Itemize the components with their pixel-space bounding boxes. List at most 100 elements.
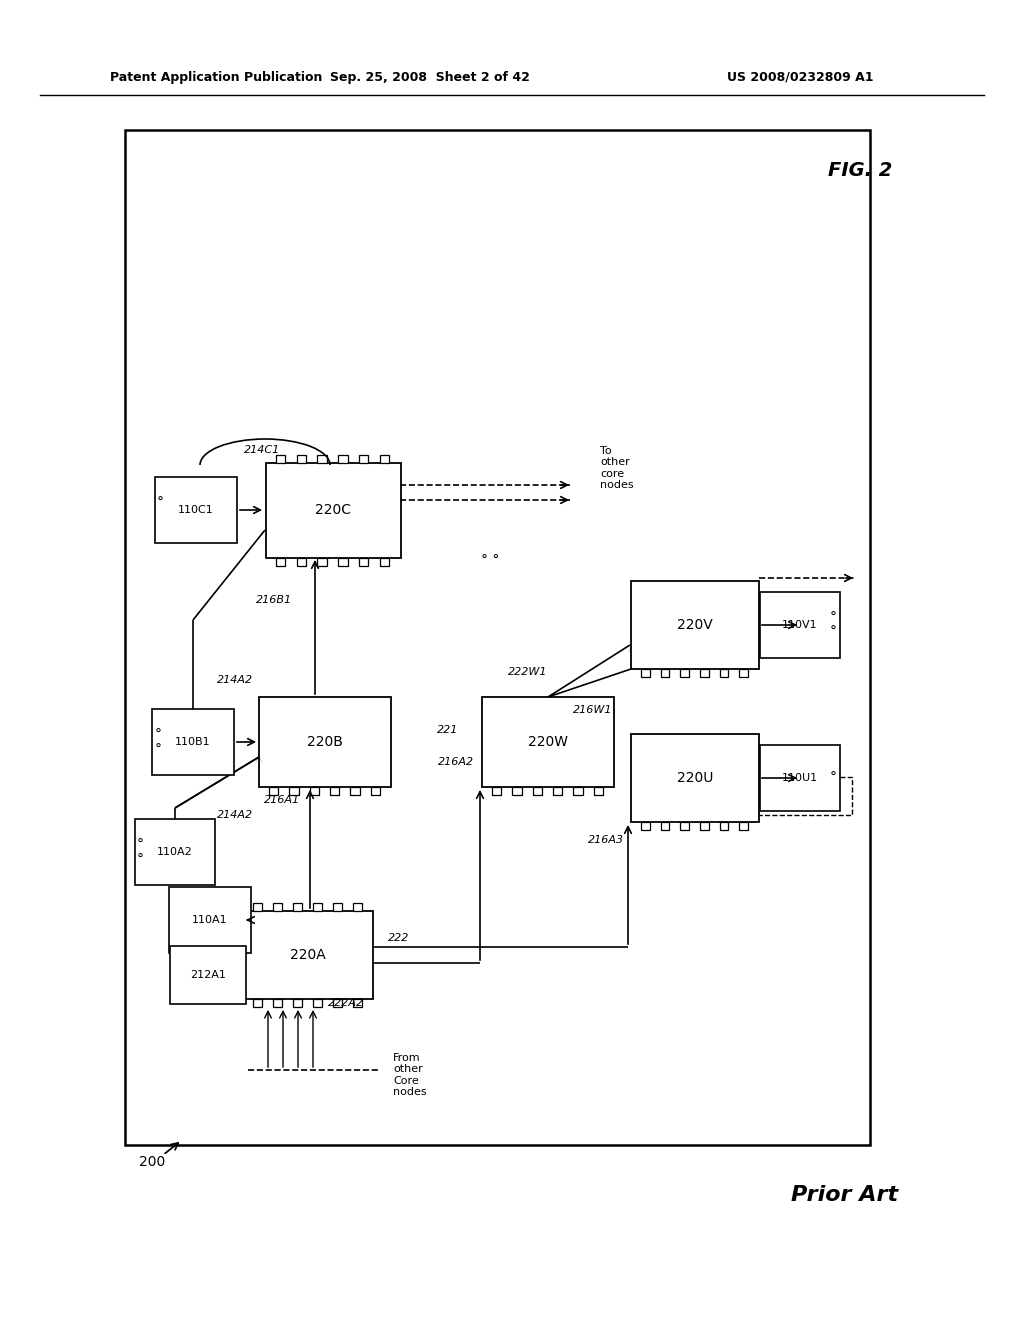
Bar	[739, 822, 749, 830]
Bar	[273, 999, 282, 1007]
Bar	[169, 887, 251, 953]
Bar	[243, 911, 373, 999]
Text: 221: 221	[437, 725, 459, 735]
Bar	[293, 903, 302, 911]
Text: 220W: 220W	[528, 735, 568, 748]
Bar	[313, 999, 322, 1007]
Bar	[333, 903, 342, 911]
Text: 110C1: 110C1	[178, 506, 214, 515]
Bar	[700, 822, 709, 830]
Bar	[359, 557, 369, 565]
Text: 214A2: 214A2	[217, 675, 253, 685]
Bar	[532, 787, 542, 795]
Text: °: °	[155, 729, 162, 742]
Bar	[573, 787, 583, 795]
Text: 216A3: 216A3	[588, 836, 624, 845]
Text: 222A2: 222A2	[328, 998, 365, 1008]
Text: 222W1: 222W1	[508, 667, 548, 677]
Bar	[338, 454, 347, 462]
Bar	[125, 129, 870, 1144]
Bar	[739, 669, 749, 677]
Text: 216A2: 216A2	[438, 756, 474, 767]
Text: 220A: 220A	[290, 948, 326, 962]
Text: 216B1: 216B1	[256, 595, 292, 605]
Bar	[553, 787, 562, 795]
Bar	[594, 787, 603, 795]
Text: 216A1: 216A1	[264, 795, 300, 805]
Text: 110B1: 110B1	[175, 737, 211, 747]
Text: °: °	[136, 838, 143, 851]
Text: 214C1: 214C1	[244, 445, 281, 455]
Text: 110V1: 110V1	[782, 620, 818, 630]
Bar	[152, 709, 234, 775]
Bar	[297, 454, 306, 462]
Text: 220U: 220U	[677, 771, 713, 785]
Bar	[259, 697, 391, 787]
Bar	[333, 999, 342, 1007]
Bar	[632, 777, 852, 814]
Text: 220V: 220V	[677, 618, 713, 632]
Bar	[680, 822, 689, 830]
Bar	[353, 903, 362, 911]
Bar	[297, 557, 306, 565]
Text: Patent Application Publication: Patent Application Publication	[110, 70, 323, 83]
Bar	[275, 557, 286, 565]
Text: 110U1: 110U1	[782, 774, 818, 783]
Text: Prior Art: Prior Art	[792, 1185, 899, 1205]
Bar	[493, 787, 502, 795]
Bar	[310, 787, 318, 795]
Text: 222: 222	[388, 933, 410, 942]
Bar	[631, 734, 759, 822]
Bar	[512, 787, 521, 795]
Text: From
other
Core
nodes: From other Core nodes	[393, 1052, 427, 1097]
Bar	[660, 669, 670, 677]
Bar	[660, 822, 670, 830]
Bar	[135, 818, 215, 884]
Bar	[330, 787, 339, 795]
Bar	[313, 903, 322, 911]
Text: 110A1: 110A1	[193, 915, 227, 925]
Bar	[265, 462, 400, 557]
Bar	[338, 557, 347, 565]
Bar	[641, 822, 649, 830]
Bar	[293, 999, 302, 1007]
Bar	[720, 669, 728, 677]
Bar	[482, 697, 614, 787]
Bar	[760, 591, 840, 657]
Bar	[290, 787, 299, 795]
Text: US 2008/0232809 A1: US 2008/0232809 A1	[727, 70, 873, 83]
Bar	[253, 903, 262, 911]
Text: FIG. 2: FIG. 2	[827, 161, 892, 180]
Bar	[253, 999, 262, 1007]
Bar	[631, 581, 759, 669]
Bar	[760, 744, 840, 810]
Text: °: °	[829, 611, 837, 624]
Text: °: °	[157, 496, 164, 510]
Text: 200: 200	[139, 1155, 165, 1170]
Bar	[317, 557, 327, 565]
Text: 212A1: 212A1	[190, 970, 226, 979]
Text: To
other
core
nodes: To other core nodes	[600, 446, 634, 491]
Text: °: °	[829, 624, 837, 639]
Bar	[380, 557, 389, 565]
Bar	[720, 822, 728, 830]
Bar	[371, 787, 380, 795]
Text: 110A2: 110A2	[157, 847, 193, 857]
Bar	[275, 454, 286, 462]
Bar	[350, 787, 359, 795]
Bar	[317, 454, 327, 462]
Bar	[273, 903, 282, 911]
Text: 216W1: 216W1	[573, 705, 612, 715]
Bar	[359, 454, 369, 462]
Text: ° °: ° °	[481, 553, 499, 568]
Bar	[269, 787, 279, 795]
Text: 214A2: 214A2	[217, 810, 253, 820]
Bar	[641, 669, 649, 677]
Text: °: °	[155, 743, 162, 756]
Bar	[380, 454, 389, 462]
Text: 220B: 220B	[307, 735, 343, 748]
Bar	[700, 669, 709, 677]
Text: 220C: 220C	[315, 503, 351, 517]
Text: °: °	[829, 771, 837, 785]
Bar	[155, 477, 237, 543]
